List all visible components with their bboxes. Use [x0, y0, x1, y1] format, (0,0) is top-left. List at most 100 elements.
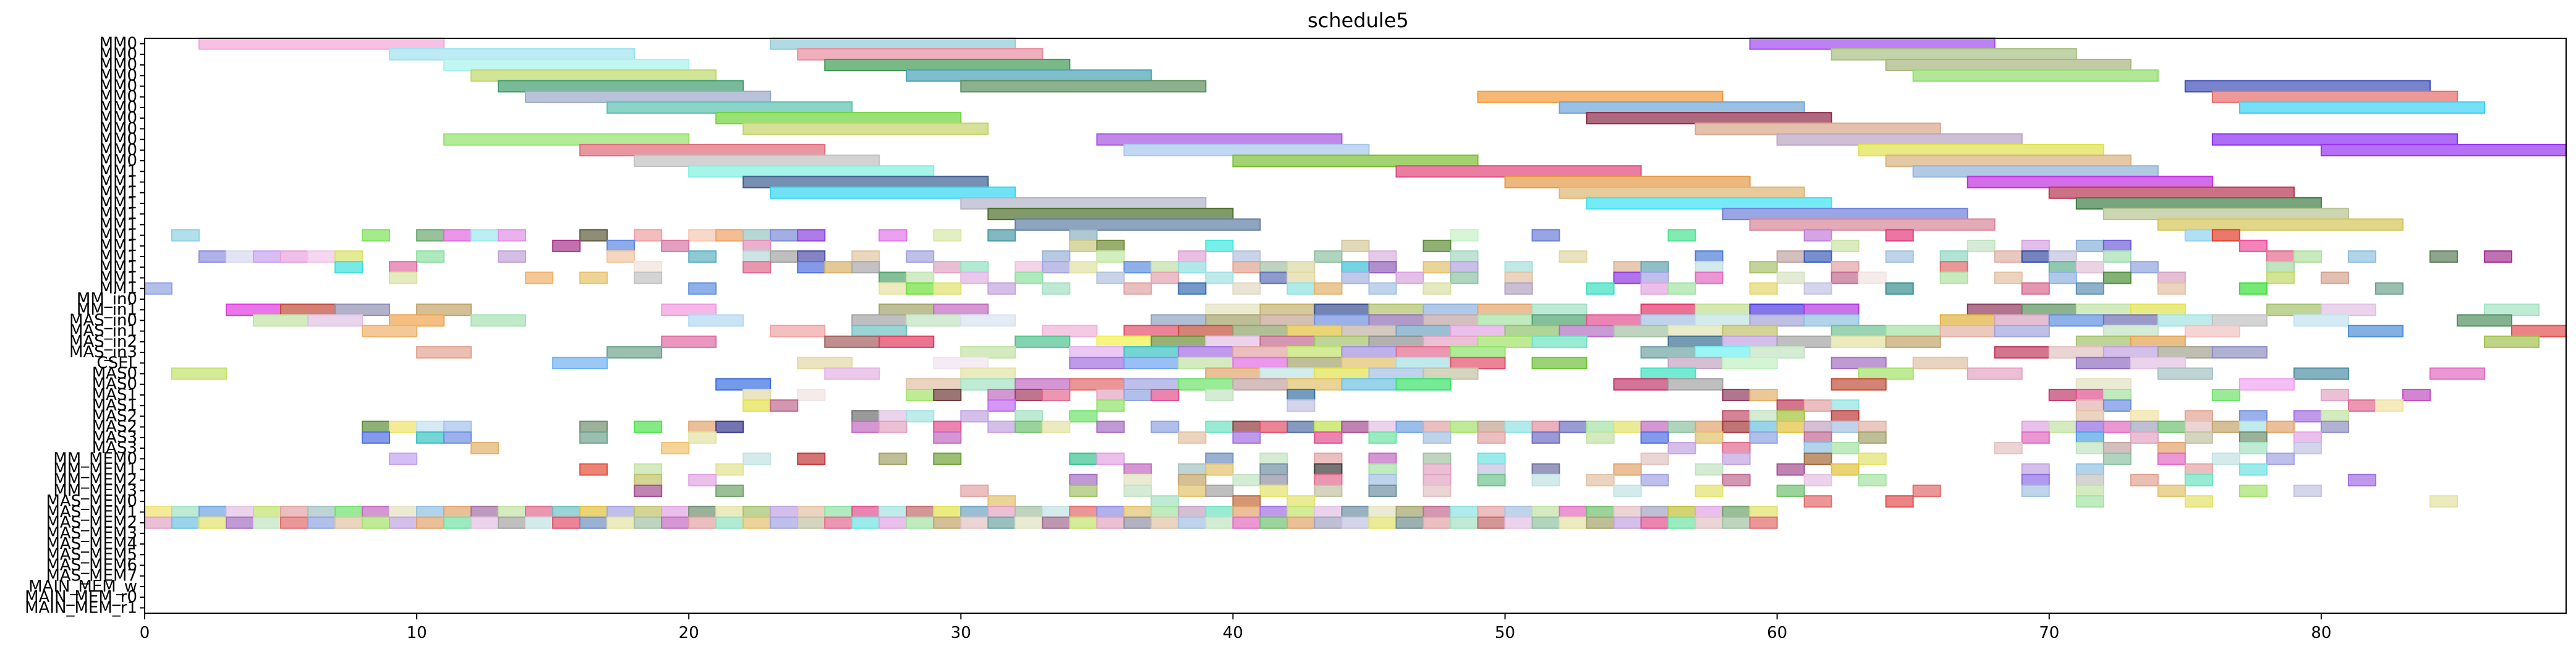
task-bar [362, 431, 391, 444]
task-bar [1640, 346, 1696, 359]
task-bar [2347, 325, 2404, 338]
task-bar [1422, 282, 1452, 295]
task-bar [606, 101, 853, 114]
task-bar [1205, 516, 1234, 529]
task-bar [1749, 304, 1805, 316]
task-bar [742, 399, 772, 412]
task-bar [2075, 463, 2104, 476]
task-bar [1069, 516, 1098, 529]
task-bar [1858, 143, 2104, 156]
task-bar [1586, 474, 1615, 486]
task-bar [1477, 431, 1506, 444]
task-bar [1014, 388, 1044, 401]
task-bar [1531, 420, 1560, 433]
task-bar [1232, 431, 1261, 444]
task-bar [2266, 420, 2295, 433]
task-bar [1178, 516, 1207, 529]
task-bar [933, 261, 962, 274]
task-bar [987, 282, 1016, 295]
task-bar [1885, 495, 1914, 508]
task-bar [878, 516, 908, 529]
task-bar [1613, 325, 1669, 338]
task-bar [1422, 335, 1479, 348]
task-bar [307, 516, 336, 529]
task-bar [1939, 325, 1996, 338]
task-bar [742, 176, 989, 189]
task-bar [2211, 388, 2240, 401]
y-tick-label: MM0 [100, 141, 137, 159]
task-bar [1531, 304, 1588, 316]
task-bar [1531, 506, 1560, 519]
task-bar [770, 516, 799, 529]
task-bar [1830, 335, 1887, 348]
task-bar [1722, 357, 1778, 370]
task-bar [2266, 250, 2295, 263]
task-bar [1586, 197, 1832, 210]
task-bar [1749, 346, 1805, 359]
task-bar [1531, 431, 1560, 444]
task-bar [389, 516, 418, 529]
task-bar [1613, 420, 1642, 433]
task-bar [634, 463, 663, 476]
task-bar [797, 229, 826, 242]
task-bar [253, 506, 282, 519]
task-bar [1885, 282, 1914, 295]
task-bar [1504, 325, 1560, 338]
task-bar [1776, 484, 1805, 497]
task-bar [933, 420, 962, 433]
task-bar [906, 378, 962, 391]
task-bar [1422, 474, 1452, 486]
task-bar [1694, 261, 1724, 274]
task-bar [416, 516, 445, 529]
task-bar [634, 420, 663, 433]
task-bar [2157, 218, 2404, 231]
task-bar [1722, 335, 1778, 348]
task-bar [1123, 388, 1152, 401]
task-bar [1069, 229, 1098, 242]
task-bar [1776, 271, 1805, 284]
task-bar [634, 271, 663, 284]
task-bar [2293, 314, 2349, 327]
task-bar [715, 112, 962, 125]
task-bar [770, 250, 799, 263]
task-bar [1096, 239, 1125, 252]
task-bar [1232, 516, 1261, 529]
task-bar [987, 208, 1234, 221]
task-bar [1123, 357, 1180, 370]
task-bar [2130, 410, 2159, 423]
y-tick-label: MM0 [100, 45, 137, 64]
task-bar [1341, 357, 1397, 370]
task-bar [960, 271, 989, 284]
y-tick-label: MM0 [100, 35, 137, 53]
task-bar [2075, 378, 2132, 391]
task-bar [797, 250, 826, 263]
task-bar [362, 516, 391, 529]
task-bar [1613, 516, 1642, 529]
task-bar [960, 346, 1016, 359]
task-bar [2266, 261, 2295, 274]
task-bar [1286, 271, 1316, 284]
task-bar [1259, 516, 1288, 529]
task-bar [1477, 463, 1506, 476]
task-bar [1259, 463, 1288, 476]
task-bar [1640, 516, 1669, 529]
task-bar [198, 506, 227, 519]
task-bar [1178, 474, 1207, 486]
plot-frame [144, 38, 2567, 614]
task-bar [579, 431, 608, 444]
task-bar [443, 133, 690, 146]
task-bar [1205, 304, 1261, 316]
task-bar [1885, 335, 1941, 348]
x-tick-label: 80 [2311, 624, 2331, 642]
task-bar [2238, 410, 2268, 423]
task-bar [661, 239, 690, 252]
task-bar [552, 506, 581, 519]
task-bar [987, 420, 1016, 433]
task-bar [1477, 516, 1506, 529]
task-bar [1014, 516, 1044, 529]
task-bar [280, 506, 309, 519]
task-bar [2021, 431, 2050, 444]
task-bar [742, 506, 772, 519]
task-bar [2102, 399, 2132, 412]
task-bar [878, 271, 908, 284]
